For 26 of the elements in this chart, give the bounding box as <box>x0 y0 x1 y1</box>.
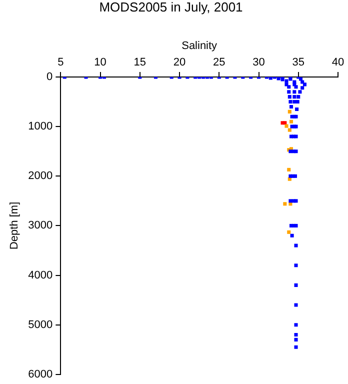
x-tick-label: 20 <box>173 56 186 68</box>
point <box>284 124 288 128</box>
chart-title: MODS2005 in July, 2001 <box>99 0 243 14</box>
y-tick-label: 5000 <box>28 318 53 331</box>
x-tick-label: 35 <box>292 56 305 68</box>
x-tick-label: 10 <box>94 56 106 68</box>
point <box>288 110 292 114</box>
y-tick-label: 0 <box>46 71 53 84</box>
x-tick-label: 25 <box>213 56 226 68</box>
y-axis-title: Depth [m] <box>8 202 21 250</box>
y-tick-label: 1000 <box>28 120 53 133</box>
y-tick-label: 4000 <box>28 269 53 282</box>
x-tick-label: 30 <box>252 56 265 68</box>
x-axis-title: Salinity <box>182 40 218 52</box>
point <box>289 120 294 124</box>
x-tick-label: 5 <box>58 56 64 68</box>
x-tick-label: 40 <box>332 56 344 68</box>
x-tick-label: 15 <box>134 56 146 68</box>
point <box>283 121 287 125</box>
y-tick-label: 2000 <box>28 170 53 182</box>
y-tick-label: 3000 <box>28 220 53 232</box>
point <box>287 230 291 234</box>
point <box>283 202 287 206</box>
y-tick-label: 6000 <box>28 368 53 380</box>
point <box>288 128 292 132</box>
point <box>287 168 291 172</box>
